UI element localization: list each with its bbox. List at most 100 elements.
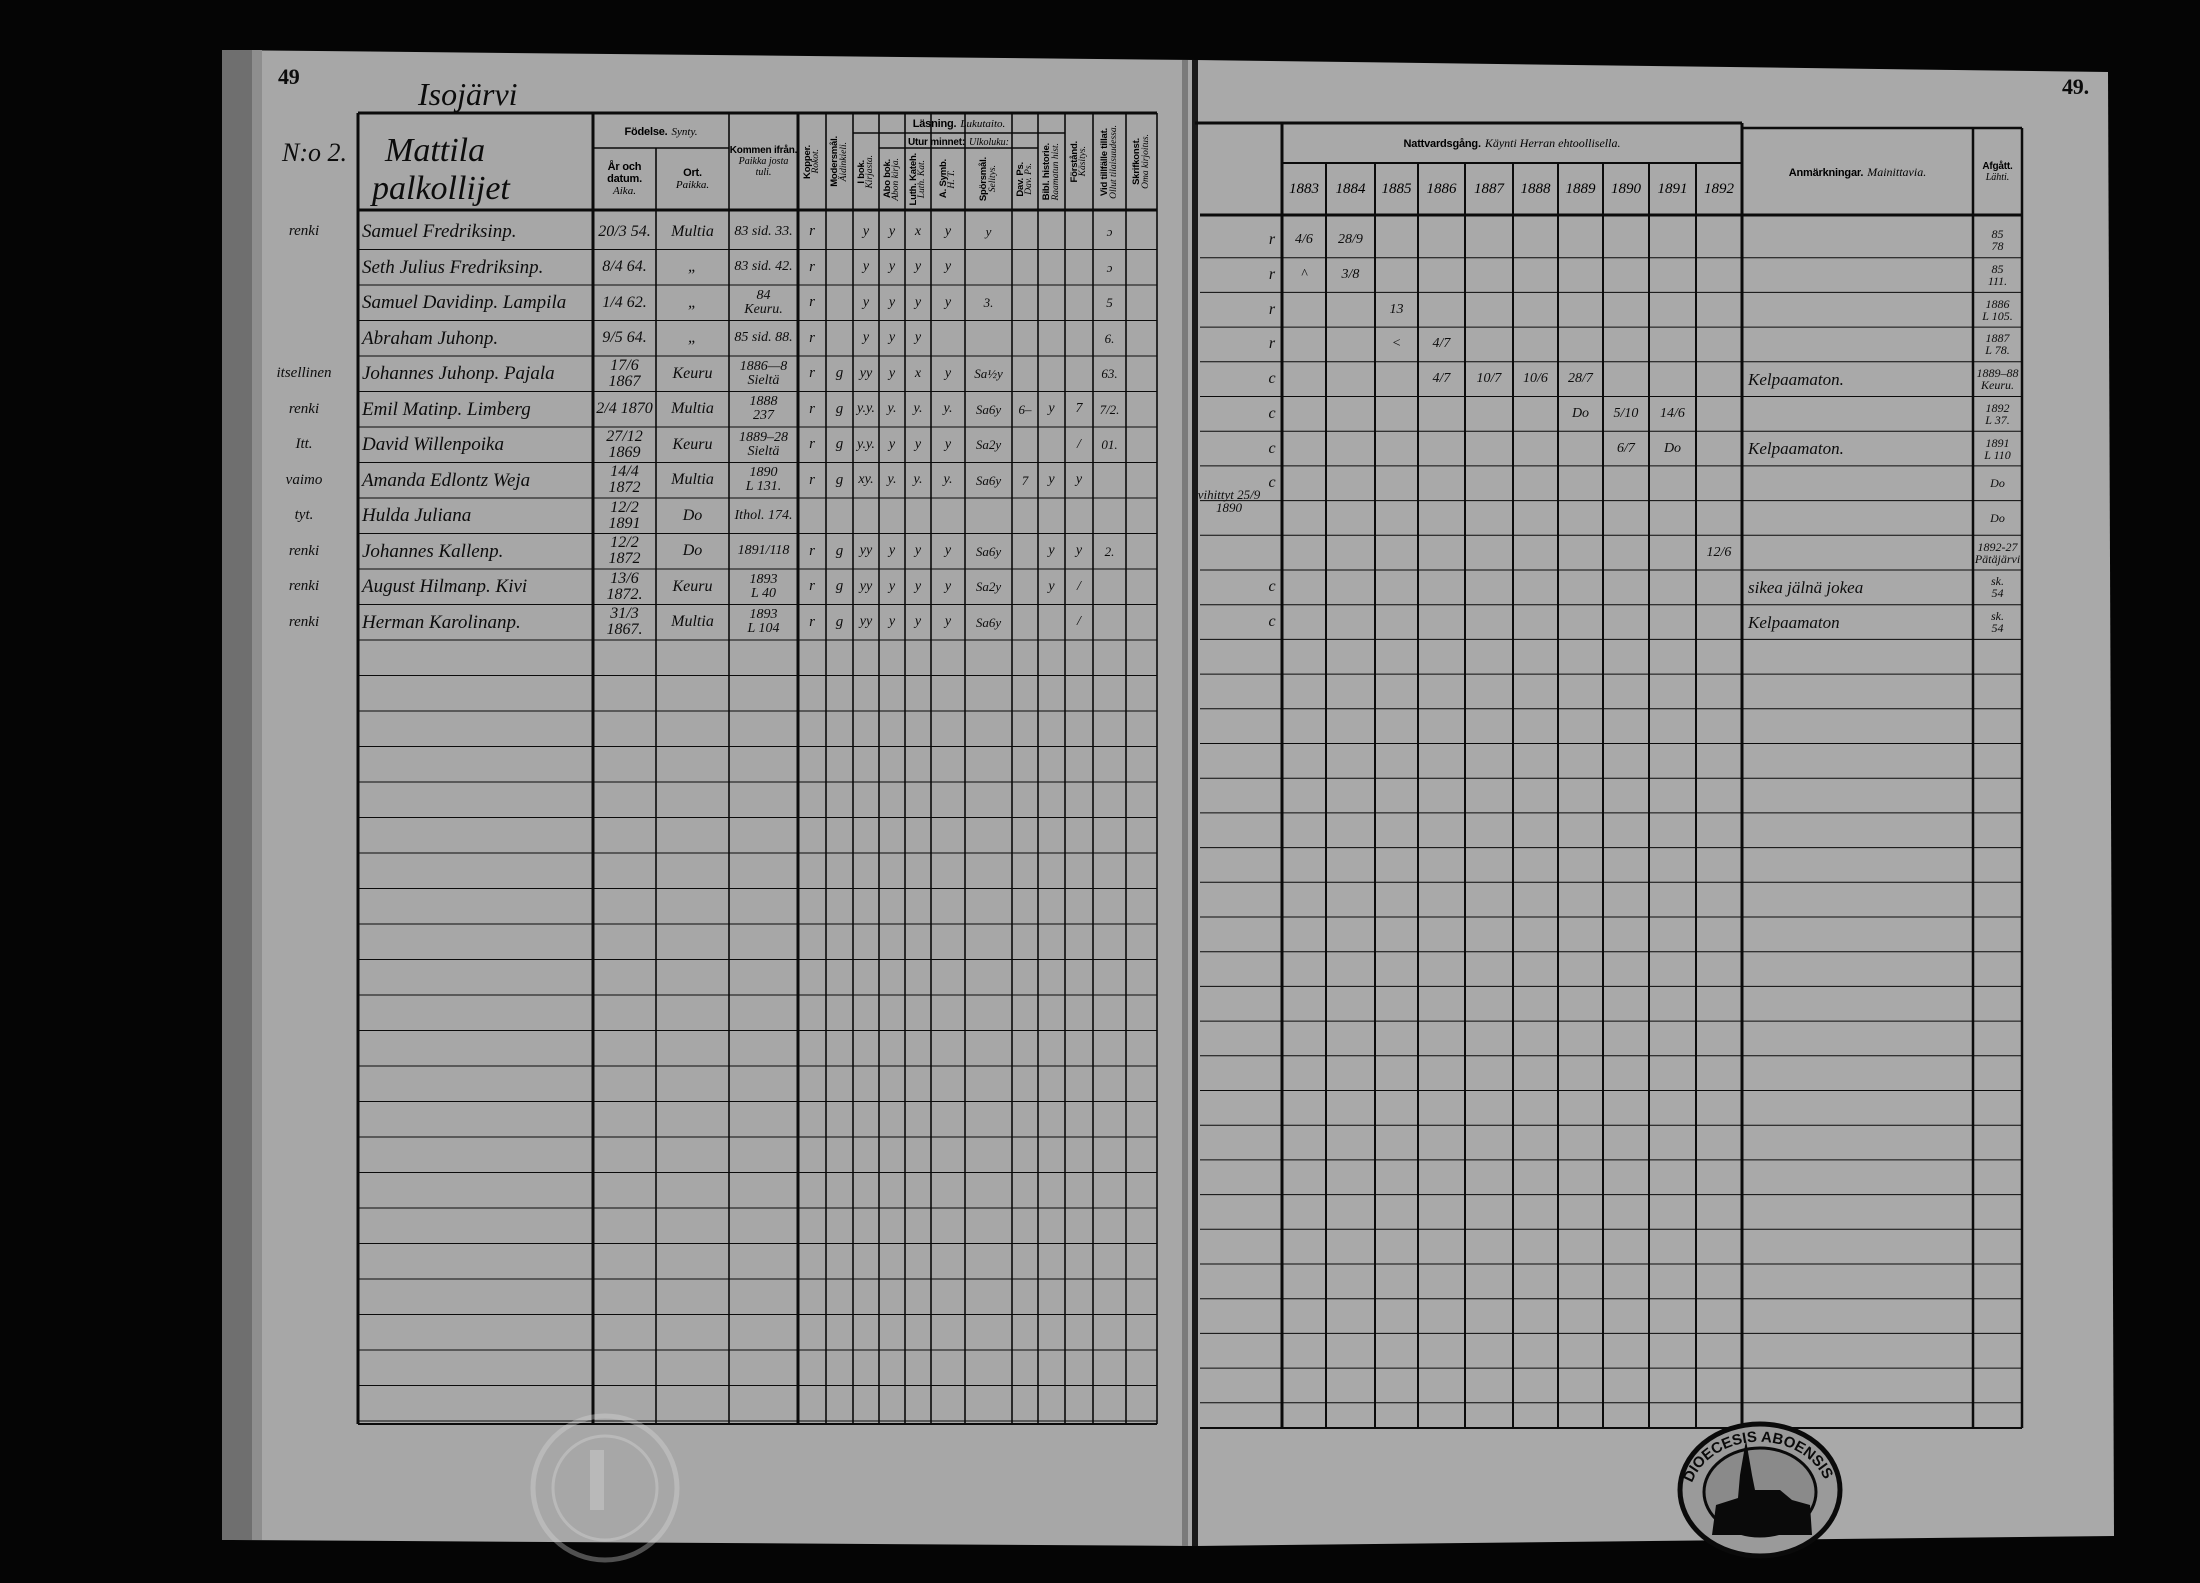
- cell-asymb: y: [931, 569, 965, 605]
- born-text: 1/4 62.: [602, 293, 647, 311]
- asymb-text: y.: [943, 401, 953, 417]
- cell-communion: <: [1375, 327, 1418, 362]
- departed-line: 1892-27: [1977, 539, 2018, 554]
- asymb-text: y.: [943, 472, 953, 488]
- cell-sporsmal: Sa6y: [965, 463, 1012, 499]
- cell-departed: 1892 L 37.: [1973, 397, 2022, 432]
- cell-role: renki: [250, 569, 358, 605]
- cell-bibl: y: [1038, 569, 1065, 605]
- cell-luth: y: [905, 569, 931, 605]
- cell-bibl: y: [1038, 463, 1065, 499]
- header-nattvard: Nattvardsgång. Käynti Herran ehtoollisel…: [1282, 123, 1742, 163]
- cell-luth: x: [905, 356, 931, 392]
- header-label-fi: Käynti Herran ehtoollisella.: [1484, 136, 1621, 150]
- cell-communion: Do: [1649, 431, 1696, 466]
- cell-ibok: y.y.: [853, 392, 879, 428]
- cell-place: Do: [656, 534, 729, 570]
- forstand-text: /: [1077, 614, 1081, 630]
- cell-sporsmal: Sa6y: [965, 605, 1012, 641]
- year-label: 1883: [1289, 180, 1319, 197]
- came_from-line: 1889–28: [739, 429, 788, 445]
- name-text: David Willenpoika: [362, 434, 504, 456]
- year-label: 1888: [1520, 180, 1551, 197]
- cell-mark: c: [1262, 431, 1282, 466]
- cell-modersmal: g: [826, 356, 853, 392]
- cell-mark: c: [1262, 605, 1282, 640]
- cell-place: Multia: [656, 392, 729, 428]
- role-text: tyt.: [294, 507, 314, 524]
- cell-name: Seth Julius Fredriksinp.: [362, 250, 593, 286]
- asymb-text: y: [944, 294, 952, 310]
- cell-sporsmal: Sa6y: [965, 534, 1012, 570]
- cell-place: „: [656, 250, 729, 286]
- departed-line: 85: [1991, 227, 2004, 242]
- year-label: 1887: [1474, 180, 1504, 197]
- asymb-text: y: [944, 365, 952, 381]
- cell-place: Multia: [656, 605, 729, 641]
- cell-davps: 7: [1012, 463, 1038, 499]
- communion-date: 4/7: [1432, 371, 1451, 387]
- cell-mark: r: [1262, 223, 1282, 258]
- luth-text: x: [914, 223, 922, 239]
- cell-communion: 28/9: [1326, 223, 1375, 258]
- cell-departed: 1889–88 Keuru.: [1973, 362, 2022, 397]
- binding-edge: [222, 50, 252, 1540]
- place-text: Keuru: [672, 577, 713, 595]
- abo-text: y: [888, 223, 896, 239]
- cell-sporsmal: Sa2y: [965, 427, 1012, 463]
- year-label: 1884: [1335, 180, 1366, 197]
- came_from-line: 1893: [749, 607, 778, 623]
- born-text: 14/4 1872: [608, 463, 641, 497]
- cell-abo: y.: [879, 463, 905, 499]
- header-davps: Dav. Ps. Dav. Ps.: [1012, 148, 1038, 210]
- cell-name: Abraham Juhonp.: [362, 321, 593, 357]
- header-afgatt: Afgått. Lähti.: [1973, 128, 2022, 215]
- role-text: itsellinen: [276, 365, 332, 382]
- modersmal-text: g: [835, 400, 844, 417]
- name-text: Hulda Juliana: [362, 505, 472, 527]
- communion-date: Do: [1663, 440, 1682, 456]
- cell-role: tyt.: [250, 498, 358, 534]
- cell-modersmal: g: [826, 392, 853, 428]
- cell-ibok: xy.: [853, 463, 879, 499]
- departed-line: L 105.: [1982, 308, 2013, 323]
- cell-asymb: y: [931, 250, 965, 286]
- born-text: 2/4 1870: [596, 400, 653, 418]
- header-label-fi: Synty.: [671, 125, 698, 138]
- cell-ibok: y: [853, 214, 879, 250]
- header-label: Anmärkningar.: [1788, 166, 1864, 179]
- note-text: vihittyt 25/9 1890: [1197, 486, 1261, 515]
- born-text: 31/3 1867.: [606, 605, 643, 639]
- departed-line: 54: [1991, 586, 2004, 601]
- header-forstand: Förstånd. Käsitys.: [1065, 113, 1093, 210]
- communion-date: 10/6: [1523, 371, 1548, 387]
- header-abo: Abo bok. Abon kirja.: [879, 148, 905, 210]
- departed-line: 78: [1991, 239, 2004, 254]
- communion-date: <: [1391, 336, 1402, 352]
- mark-text: c: [1268, 404, 1276, 422]
- luth-text: y: [914, 543, 922, 559]
- abo-text: y: [888, 259, 896, 275]
- cell-asymb: y: [931, 214, 965, 250]
- modersmal-text: g: [835, 542, 844, 559]
- cell-name: Samuel Davidinp. Lampila: [362, 285, 593, 321]
- cell-came-from: 84 Keuru.: [729, 285, 798, 321]
- cell-mark: c: [1262, 397, 1282, 432]
- came_from-line: 1893: [749, 571, 778, 587]
- cell-abo: y: [879, 605, 905, 641]
- vid-text: 7/2.: [1099, 401, 1120, 417]
- cell-asymb: y.: [931, 392, 965, 428]
- header-label: Nattvardsgång.: [1403, 138, 1481, 150]
- modersmal-text: g: [835, 436, 844, 453]
- cell-kopper: r: [798, 321, 826, 357]
- mark-text: r: [1268, 300, 1276, 318]
- came_from-line: 1886—8: [739, 358, 788, 374]
- place-text: „: [688, 258, 697, 276]
- departed-line: 54: [1991, 621, 2004, 636]
- cell-asymb: y: [931, 356, 965, 392]
- cell-mark: r: [1262, 292, 1282, 327]
- header-label: År och datum.: [607, 161, 642, 185]
- cell-born: 2/4 1870: [593, 392, 656, 428]
- year-label: 1886: [1426, 180, 1457, 197]
- header-modersmal: Modersmål. Äidinkieli.: [826, 113, 853, 210]
